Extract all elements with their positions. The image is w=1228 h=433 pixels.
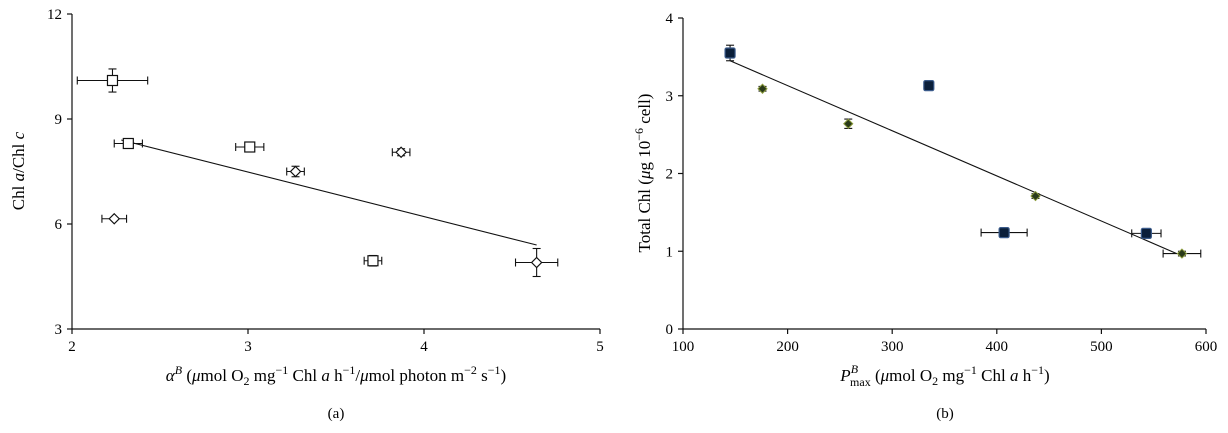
panel-b-x-label: PB max (μmol O2 mg−1 Chl a h−1): [839, 362, 1049, 389]
panel-a-trendline: [121, 139, 537, 246]
panel-a-data-point: [76, 68, 149, 93]
panel-a-x-tick-label: 2: [68, 339, 76, 355]
panel-b-data-point: [1162, 248, 1202, 259]
panel-b-data-point: [980, 226, 1028, 239]
panel-b-x-tick-label: 500: [1090, 339, 1113, 355]
panel-a-sublabel: (a): [328, 406, 345, 422]
panel-a-x-tick-label: 4: [420, 339, 428, 355]
panel-a-data-point: [363, 254, 383, 267]
panel-a-data-point: [286, 165, 305, 178]
panel-b: 100 200 300 400 500 600 0 1 2 3 4 Total Chl (μg 10…: [632, 11, 1217, 422]
panel-a-y-tick-label: 9: [55, 112, 63, 128]
panel-b-y-tick-label: 1: [666, 244, 674, 260]
panel-a-x-tick-label: 5: [596, 339, 604, 355]
panel-b-x-tick-label: 300: [881, 339, 904, 355]
panel-b-x-tick-label: 600: [1195, 339, 1218, 355]
panel-b-data-point: [724, 44, 736, 62]
panel-b-y-tick-label: 4: [666, 11, 674, 27]
panel-b-x-tick-label: 400: [986, 339, 1009, 355]
panel-a-y-tick-label: 12: [47, 7, 62, 23]
panel-b-data-point: [1131, 227, 1162, 239]
panel-b-x-tick-label: 100: [672, 339, 695, 355]
panel-b-data-point: [843, 118, 854, 129]
panel-b-data-point: [923, 80, 935, 92]
panel-b-data-point: [1030, 190, 1041, 202]
panel-a-x-tick-label: 3: [244, 339, 252, 355]
panel-b-trendline: [729, 60, 1177, 255]
panel-a-data-point: [113, 137, 143, 150]
panel-b-data-point: [757, 83, 768, 94]
panel-a-data-point: [235, 141, 265, 153]
panel-a-y-label: Chl a/Chl c: [9, 131, 28, 210]
panel-a-y-tick-label: 6: [55, 217, 63, 233]
panel-b-y-tick-label: 2: [666, 167, 674, 183]
panel-a-data-point: [514, 247, 559, 278]
panel-b-y-tick-label: 3: [666, 89, 674, 105]
panel-a-x-label: αB (μmol O2 mg−1 Chl a h−1/μmol photon m…: [166, 363, 506, 388]
panel-b-y-label: Total Chl (μg 10−6 cell): [632, 94, 654, 253]
panel-a-data-point: [391, 146, 411, 159]
panel-a-data-point: [101, 212, 128, 225]
panel-b-x-tick-label: 200: [776, 339, 799, 355]
panel-b-y-tick-label: 0: [666, 322, 674, 338]
panel-b-sublabel: (b): [936, 406, 954, 422]
panel-a-y-tick-label: 3: [55, 322, 63, 338]
